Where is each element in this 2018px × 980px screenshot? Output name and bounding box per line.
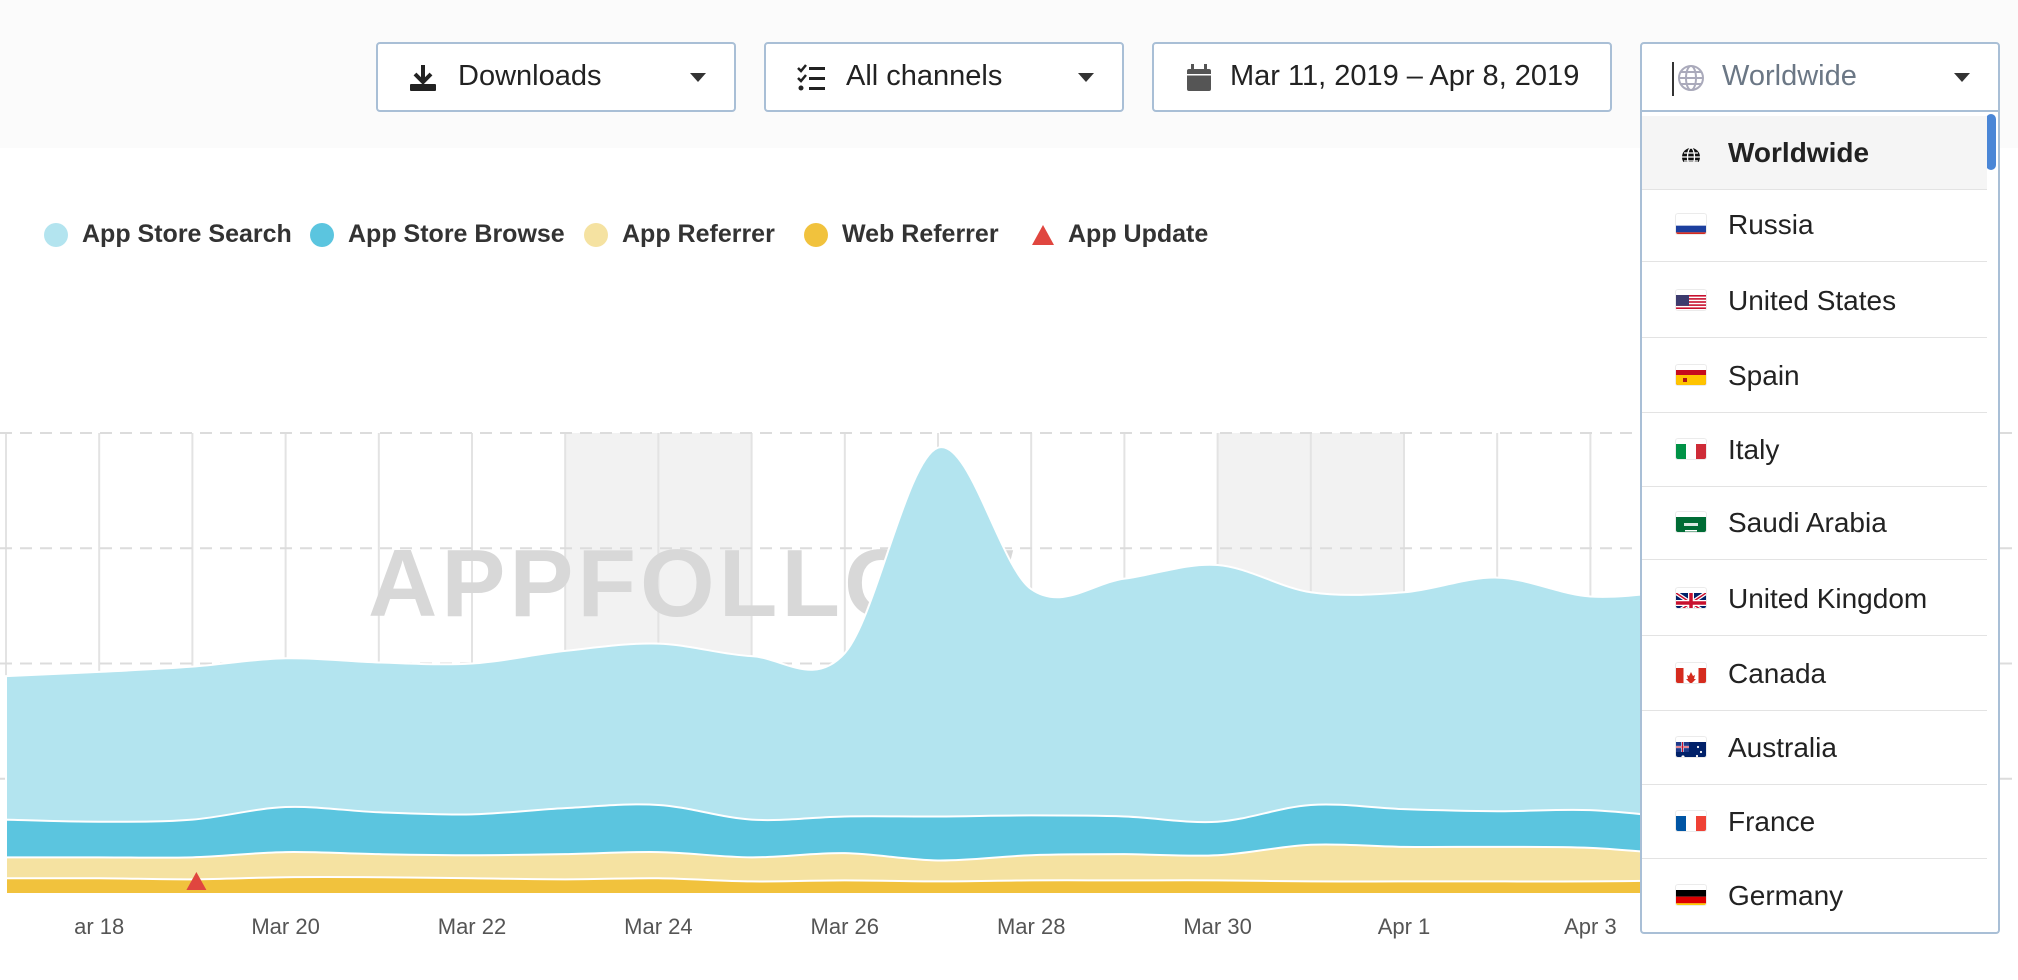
flag-de-icon — [1676, 885, 1706, 905]
legend-label: App Referrer — [622, 220, 775, 248]
metric-dropdown[interactable]: Downloads — [376, 42, 736, 112]
calendar-icon — [1187, 64, 1211, 91]
flag-es-icon — [1676, 365, 1706, 385]
legend-label: App Update — [1068, 220, 1209, 248]
flag-us-icon — [1676, 290, 1706, 310]
app-update-marker — [186, 872, 207, 890]
legend-label: App Store Browse — [348, 220, 565, 248]
x-tick-label: ar 18 — [74, 914, 124, 939]
legend-label: App Store Search — [82, 220, 292, 248]
flag-it-icon — [1676, 439, 1706, 459]
flag-au-icon — [1676, 737, 1706, 757]
triangle-icon — [1032, 224, 1054, 245]
channels-label: All channels — [846, 60, 1003, 92]
flag-fr-icon — [1676, 811, 1706, 831]
area-web-referrer — [5, 876, 1685, 895]
country-option-label: Germany — [1728, 880, 1844, 911]
flag-ca-icon — [1676, 663, 1706, 683]
chevron-down-icon — [690, 73, 706, 82]
date-range-picker[interactable]: Mar 11, 2019 – Apr 8, 2019 — [1152, 42, 1612, 112]
flag-sa-icon — [1676, 512, 1706, 532]
country-option-spain[interactable]: Spain — [1642, 339, 1987, 413]
country-options-list[interactable]: Worldwide Russia United States Spain Italy Sa… — [1640, 112, 2000, 934]
legend-item[interactable]: App Referrer — [584, 220, 775, 249]
scrollbar[interactable] — [1986, 114, 1996, 170]
country-option-germany[interactable]: Germany — [1642, 859, 1987, 932]
country-dropdown[interactable]: Worldwide — [1640, 42, 2000, 112]
country-option-label: Spain — [1728, 360, 1800, 391]
legend-swatch — [310, 222, 334, 247]
country-option-label: Russia — [1728, 209, 1814, 240]
country-option-united-states[interactable]: United States — [1642, 264, 1987, 338]
date-range-label: Mar 11, 2019 – Apr 8, 2019 — [1230, 60, 1580, 92]
toolbar: Downloads All channels Mar 11, 2019 – Ap… — [0, 0, 2018, 148]
x-tick-label: Mar 26 — [811, 914, 879, 939]
legend-item[interactable]: Web Referrer — [804, 220, 999, 249]
x-tick-label: Mar 28 — [997, 914, 1065, 939]
legend-item[interactable]: App Store Search — [44, 220, 292, 249]
channels-dropdown[interactable]: All channels — [764, 42, 1124, 112]
metric-label: Downloads — [458, 60, 602, 92]
legend-item[interactable]: App Store Browse — [310, 220, 565, 249]
country-option-canada[interactable]: Canada — [1642, 637, 1987, 711]
country-option-label: France — [1728, 806, 1816, 837]
country-option-label: Saudi Arabia — [1728, 507, 1887, 538]
legend-swatch — [804, 222, 828, 247]
country-option-saudi-arabia[interactable]: Saudi Arabia — [1642, 486, 1987, 560]
chart-area: APPFOLLOW ar 18 Mar 20 Mar 22 Mar 24 Mar 26 Ma… — [0, 148, 2018, 980]
download-icon — [410, 65, 436, 91]
legend-label: Web Referrer — [842, 220, 999, 248]
x-tick-label: Mar 22 — [438, 914, 506, 939]
flag-ru-icon — [1676, 214, 1706, 234]
country-option-label: Italy — [1728, 434, 1780, 465]
x-tick-label: Mar 24 — [624, 914, 692, 939]
country-option-label: Worldwide — [1728, 137, 1870, 168]
legend-item[interactable]: App Update — [1032, 220, 1208, 249]
country-option-label: Canada — [1728, 658, 1827, 689]
x-tick-label: Apr 3 — [1564, 914, 1617, 939]
country-label: Worldwide — [1722, 60, 1857, 92]
legend-swatch — [584, 222, 608, 247]
x-tick-label: Mar 20 — [251, 914, 319, 939]
text-cursor — [1672, 62, 1674, 96]
country-option-label: United States — [1728, 285, 1897, 316]
country-option-united-kingdom[interactable]: United Kingdom — [1642, 562, 1987, 636]
flag-gb-icon — [1676, 588, 1706, 608]
chevron-down-icon — [1954, 73, 1970, 82]
country-option-russia[interactable]: Russia — [1642, 188, 1987, 262]
x-tick-label: Apr 1 — [1378, 914, 1431, 939]
country-option-italy[interactable]: Italy — [1642, 413, 1987, 487]
legend-swatch — [44, 222, 68, 247]
globe-icon — [1676, 142, 1706, 162]
country-option-worldwide[interactable]: Worldwide — [1642, 116, 1987, 190]
country-option-label: Australia — [1728, 732, 1837, 763]
area-app-store-search — [5, 446, 1685, 895]
country-option-france[interactable]: France — [1642, 785, 1987, 859]
country-option-label: United Kingdom — [1728, 583, 1928, 614]
country-option-australia[interactable]: Australia — [1642, 711, 1987, 785]
chevron-down-icon — [1078, 73, 1094, 82]
checklist-icon — [797, 64, 825, 91]
x-tick-label: Mar 30 — [1183, 914, 1251, 939]
globe-icon — [1678, 65, 1704, 91]
